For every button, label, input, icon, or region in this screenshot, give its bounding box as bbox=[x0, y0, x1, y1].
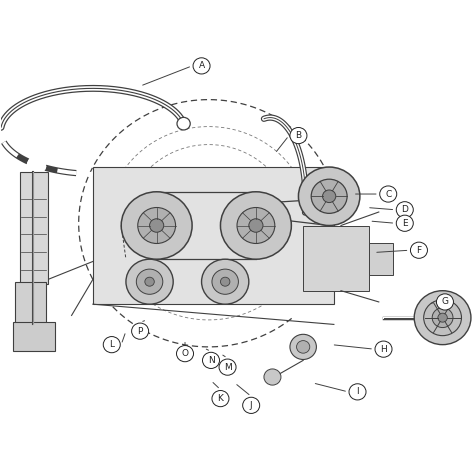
Circle shape bbox=[290, 128, 307, 144]
Circle shape bbox=[219, 359, 236, 375]
Polygon shape bbox=[12, 322, 55, 351]
Text: J: J bbox=[250, 401, 253, 410]
Circle shape bbox=[322, 190, 336, 202]
Circle shape bbox=[193, 58, 210, 74]
Circle shape bbox=[432, 308, 453, 327]
Circle shape bbox=[103, 336, 120, 353]
Circle shape bbox=[380, 186, 397, 202]
Circle shape bbox=[177, 117, 190, 130]
Circle shape bbox=[220, 277, 230, 286]
Text: B: B bbox=[295, 131, 301, 140]
Circle shape bbox=[132, 323, 149, 339]
Text: F: F bbox=[416, 246, 421, 255]
Text: K: K bbox=[218, 394, 223, 403]
Text: H: H bbox=[380, 345, 387, 354]
Circle shape bbox=[437, 294, 454, 310]
Circle shape bbox=[410, 242, 428, 258]
Circle shape bbox=[290, 334, 317, 359]
Circle shape bbox=[243, 397, 260, 414]
Circle shape bbox=[311, 179, 347, 213]
Circle shape bbox=[375, 341, 392, 357]
Polygon shape bbox=[93, 167, 334, 304]
Text: A: A bbox=[199, 61, 205, 70]
Circle shape bbox=[212, 391, 229, 407]
Text: E: E bbox=[402, 219, 408, 228]
Polygon shape bbox=[15, 282, 46, 324]
Text: O: O bbox=[182, 349, 189, 358]
Circle shape bbox=[396, 215, 413, 231]
Circle shape bbox=[297, 341, 310, 353]
Circle shape bbox=[121, 192, 192, 259]
Circle shape bbox=[424, 299, 462, 336]
Circle shape bbox=[126, 259, 173, 304]
Circle shape bbox=[438, 313, 447, 322]
Circle shape bbox=[349, 384, 366, 400]
Text: P: P bbox=[137, 327, 143, 336]
Circle shape bbox=[249, 219, 263, 232]
Text: L: L bbox=[109, 340, 114, 349]
Polygon shape bbox=[303, 226, 369, 291]
Text: I: I bbox=[356, 387, 359, 396]
Text: D: D bbox=[401, 205, 408, 214]
Polygon shape bbox=[369, 244, 393, 275]
Circle shape bbox=[138, 207, 175, 244]
Circle shape bbox=[176, 345, 193, 362]
Circle shape bbox=[237, 207, 275, 244]
Circle shape bbox=[414, 291, 471, 345]
Text: N: N bbox=[208, 356, 214, 365]
Circle shape bbox=[299, 167, 360, 226]
Circle shape bbox=[220, 192, 292, 259]
Circle shape bbox=[137, 269, 163, 295]
Circle shape bbox=[201, 259, 249, 304]
Circle shape bbox=[396, 202, 413, 218]
Polygon shape bbox=[19, 171, 48, 284]
Text: M: M bbox=[224, 363, 231, 372]
Circle shape bbox=[212, 269, 238, 295]
Text: G: G bbox=[441, 297, 448, 306]
Circle shape bbox=[150, 219, 164, 232]
Circle shape bbox=[202, 352, 219, 368]
Circle shape bbox=[264, 369, 281, 385]
Circle shape bbox=[145, 277, 155, 286]
Text: C: C bbox=[385, 189, 392, 198]
